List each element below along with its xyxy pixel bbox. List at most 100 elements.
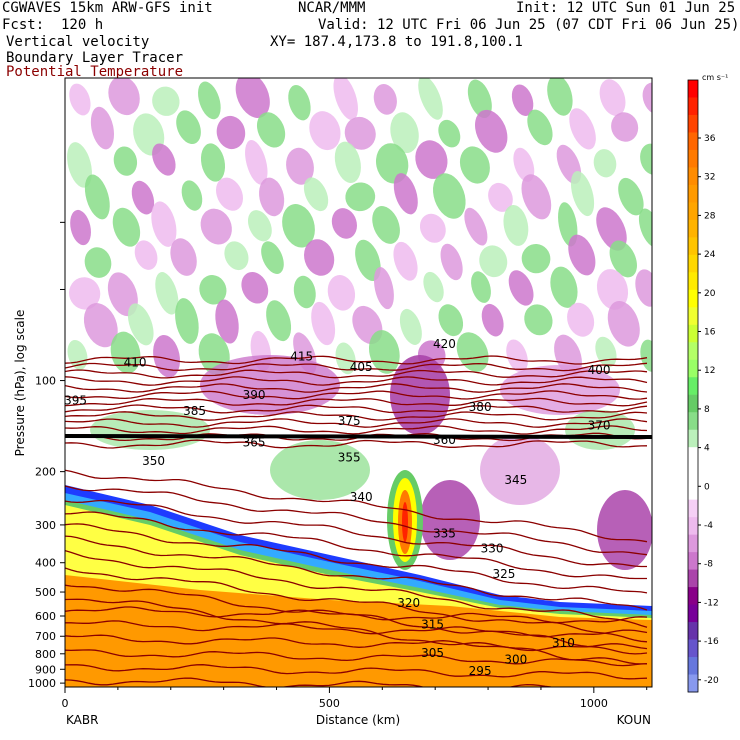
wave-blob: [393, 241, 418, 281]
wave-blob: [653, 114, 683, 147]
updraft-patch: [565, 410, 635, 450]
wave-blob: [521, 174, 552, 220]
isentrope-label: 295: [469, 664, 492, 678]
wave-blob: [309, 111, 341, 151]
wave-blob: [344, 116, 376, 150]
wave-blob: [304, 239, 335, 276]
colorbar-swatch: [688, 272, 698, 291]
wave-blob: [488, 182, 513, 212]
isentrope: [65, 397, 648, 407]
colorbar-tick-label: 20: [704, 289, 716, 299]
colorbar-swatch: [688, 394, 698, 413]
colorbar-swatch: [688, 587, 698, 606]
colorbar-swatch: [688, 307, 698, 326]
isentrope: [65, 418, 648, 428]
wave-blob: [567, 302, 595, 337]
wave-blob: [181, 180, 203, 211]
tropopause-line: [65, 434, 652, 439]
isentrope-label: 345: [504, 473, 527, 487]
wave-blob: [593, 149, 617, 178]
wave-blob: [569, 108, 596, 150]
wave-blob: [152, 143, 176, 176]
colorbar-swatch: [688, 464, 698, 483]
wave-blob: [327, 274, 356, 311]
colorbar-tick-label: 12: [704, 366, 715, 376]
wave-blob: [373, 84, 397, 115]
left-endpoint-label: KABR: [66, 713, 98, 727]
colorbar-swatch: [688, 377, 698, 396]
colorbar-swatch: [688, 289, 698, 308]
colorbar-tick-label: 32: [704, 173, 715, 183]
wave-blob: [112, 207, 141, 247]
downdraft-patch: [390, 355, 450, 435]
wave-blob: [415, 140, 448, 179]
isentrope-label: 340: [350, 490, 373, 504]
wave-blob: [127, 303, 154, 346]
isentrope-label: 320: [397, 596, 420, 610]
isentrope: [65, 634, 648, 652]
isentrope-label: 355: [338, 450, 361, 464]
y-tick-label: 900: [35, 663, 56, 676]
colorbar-swatch: [688, 167, 698, 186]
isentrope-label: 305: [421, 646, 444, 660]
wave-blob: [506, 339, 528, 373]
wave-blob: [467, 79, 492, 119]
wave-blob: [438, 304, 464, 337]
wave-blob: [215, 177, 244, 211]
colorbar-swatch: [688, 219, 698, 238]
wave-blob: [521, 243, 551, 274]
wave-blob: [345, 182, 376, 212]
wave-blob: [635, 269, 652, 307]
wave-blob: [423, 271, 444, 303]
colorbar-swatch: [688, 97, 698, 116]
isentrope: [65, 664, 648, 680]
isentrope: [65, 404, 648, 414]
wave-blob: [513, 147, 535, 182]
colorbar-swatch: [688, 254, 698, 273]
wave-blob: [373, 266, 394, 310]
field-potential-temperature: Potential Temperature: [6, 64, 184, 80]
colorbar-swatch: [688, 657, 698, 676]
wave-blob: [224, 241, 249, 271]
wave-blob: [311, 301, 336, 346]
wave-blob: [261, 241, 284, 274]
isentrope-label: 370: [588, 418, 611, 432]
wave-blob: [503, 204, 529, 246]
wave-blob: [286, 147, 314, 185]
wave-blob: [152, 86, 180, 116]
isentrope-label: 330: [481, 541, 504, 555]
isentrope: [65, 390, 648, 400]
wave-blob: [134, 240, 158, 270]
wave-blob: [355, 239, 381, 282]
isentrope-label: 365: [243, 435, 266, 449]
wave-blob: [609, 240, 637, 278]
colorbar-swatch: [688, 237, 698, 256]
x-tick-label: 500: [319, 697, 340, 710]
isentrope-label: 335: [433, 526, 456, 540]
isentrope: [65, 649, 647, 665]
wave-blob: [108, 78, 140, 116]
colorbar: 36 32 28 24 20 16 12 8 4 0 -4 -8 -12 -16 -20: [687, 79, 719, 693]
field-vertical-velocity: Vertical velocity: [6, 34, 150, 50]
wave-blob: [200, 208, 232, 245]
wave-blob: [511, 84, 534, 116]
wave-blob: [464, 207, 488, 246]
colorbar-swatch: [688, 342, 698, 361]
colorbar-swatch: [688, 622, 698, 641]
isentrope: [65, 549, 648, 628]
colorbar-swatch: [688, 412, 698, 431]
isentrope-label: 300: [504, 652, 527, 666]
isentrope-label: 415: [290, 350, 313, 364]
y-axis-label: Pressure (hPa), log scale: [13, 310, 27, 457]
colorbar-tick-label: 24: [704, 250, 716, 260]
wave-blob: [390, 112, 419, 154]
wave-blob: [245, 140, 268, 185]
wave-blob: [293, 275, 316, 309]
isentrope-label: 390: [243, 388, 266, 402]
colorbar-swatch: [688, 149, 698, 168]
wave-blob: [479, 245, 508, 278]
plot-frame: [64, 77, 653, 688]
isentrope: [65, 383, 648, 393]
wave-blob: [84, 247, 112, 278]
